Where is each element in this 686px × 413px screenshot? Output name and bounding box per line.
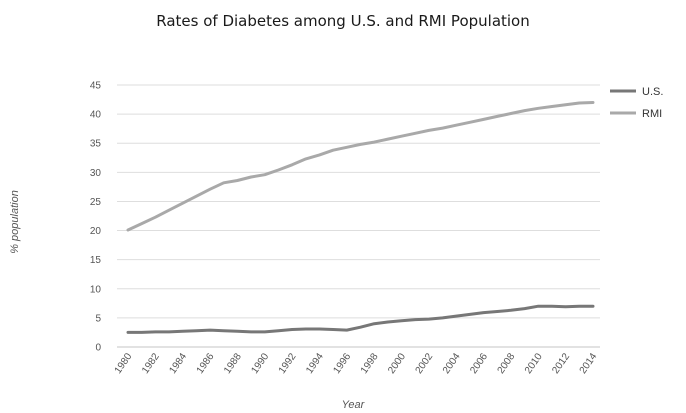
- legend: U.S. RMI: [610, 86, 663, 120]
- y-tick-label: 35: [90, 139, 102, 150]
- y-tick-label: 40: [90, 110, 102, 121]
- y-axis-title: % population: [9, 190, 21, 254]
- y-tick-label: 15: [90, 255, 102, 266]
- x-tick-label: 1982: [140, 351, 162, 376]
- x-tick-label: 2012: [550, 351, 572, 376]
- chart-title: Rates of Diabetes among U.S. and RMI Pop…: [156, 12, 530, 30]
- x-tick-label: 2002: [414, 351, 436, 376]
- x-tick-label: 1986: [195, 351, 217, 376]
- gridlines: [117, 84, 600, 348]
- legend-label: RMI: [642, 108, 662, 120]
- x-tick-label: 2006: [468, 351, 490, 376]
- x-tick-label: 1980: [113, 351, 135, 376]
- x-tick-label: 1994: [304, 351, 326, 376]
- x-tick-label: 1992: [277, 351, 299, 376]
- x-tick-label: 2008: [496, 351, 518, 376]
- x-tick-label: 2014: [578, 351, 600, 376]
- x-tick-label: 1996: [332, 351, 354, 376]
- x-tick-label: 2000: [386, 351, 408, 376]
- x-tick-label: 1998: [359, 351, 381, 376]
- x-tick-label: 1984: [167, 351, 189, 376]
- series-line-rmi: [126, 101, 595, 232]
- x-tick-label: 2004: [441, 351, 463, 376]
- series-line-u-s: [126, 304, 595, 334]
- x-tick-label: 2010: [523, 351, 545, 376]
- x-axis-title: Year: [342, 399, 366, 411]
- y-axis-ticks: 0 5 10 15 20 25 30 35 40 45: [90, 81, 102, 354]
- y-tick-label: 5: [95, 313, 101, 324]
- y-tick-label: 20: [90, 226, 102, 237]
- y-tick-label: 25: [90, 197, 102, 208]
- y-tick-label: 10: [90, 284, 102, 295]
- series-lines: [126, 101, 595, 334]
- y-tick-label: 45: [90, 81, 102, 92]
- legend-label: U.S.: [642, 86, 663, 98]
- y-tick-label: 0: [95, 343, 101, 354]
- y-tick-label: 30: [90, 168, 102, 179]
- x-axis-ticks: 1980 1982 1984 1986 1988 1990 1992 1994 1996 1998…: [113, 351, 600, 376]
- x-tick-label: 1990: [249, 351, 271, 376]
- x-tick-label: 1988: [222, 351, 244, 376]
